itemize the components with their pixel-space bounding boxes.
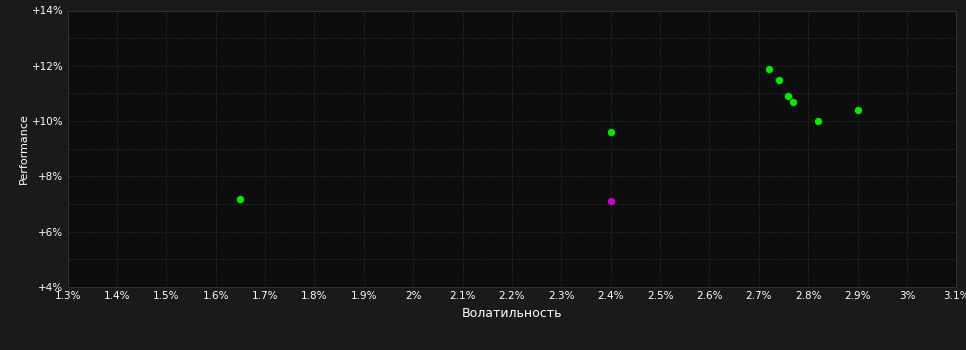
- Point: [233, 196, 248, 201]
- Point: [781, 93, 796, 99]
- Point: [761, 66, 777, 71]
- X-axis label: Волатильность: Волатильность: [462, 307, 562, 320]
- Point: [603, 130, 618, 135]
- Point: [810, 118, 826, 124]
- Y-axis label: Performance: Performance: [19, 113, 29, 184]
- Point: [785, 99, 801, 105]
- Point: [850, 107, 866, 113]
- Point: [603, 198, 618, 204]
- Point: [771, 77, 786, 83]
